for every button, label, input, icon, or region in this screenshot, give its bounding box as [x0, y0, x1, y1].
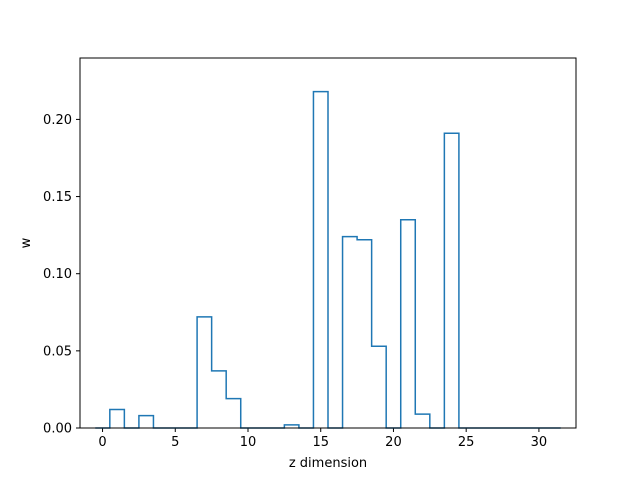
y-tick-label: 0.00	[43, 422, 72, 437]
x-tick-label: 25	[458, 435, 475, 450]
x-tick-label: 10	[240, 435, 257, 450]
x-axis-label: z dimension	[289, 456, 367, 471]
plot-area-frame	[79, 57, 577, 429]
y-tick-label: 0.20	[43, 113, 72, 128]
x-tick-label: 15	[312, 435, 329, 450]
x-tick-label: 20	[385, 435, 402, 450]
y-tick-label: 0.15	[43, 190, 72, 205]
y-tick-label: 0.05	[43, 344, 72, 359]
x-axis-ticks: 0 5 10 15 20 25 30	[98, 428, 547, 450]
x-tick-label: 30	[531, 435, 548, 450]
x-tick-label: 5	[171, 435, 179, 450]
y-tick-label: 0.10	[43, 267, 72, 282]
y-axis-label: w	[19, 237, 34, 248]
x-tick-label: 0	[98, 435, 106, 450]
y-axis-ticks: 0.00 0.05 0.10 0.15 0.20	[43, 113, 80, 437]
